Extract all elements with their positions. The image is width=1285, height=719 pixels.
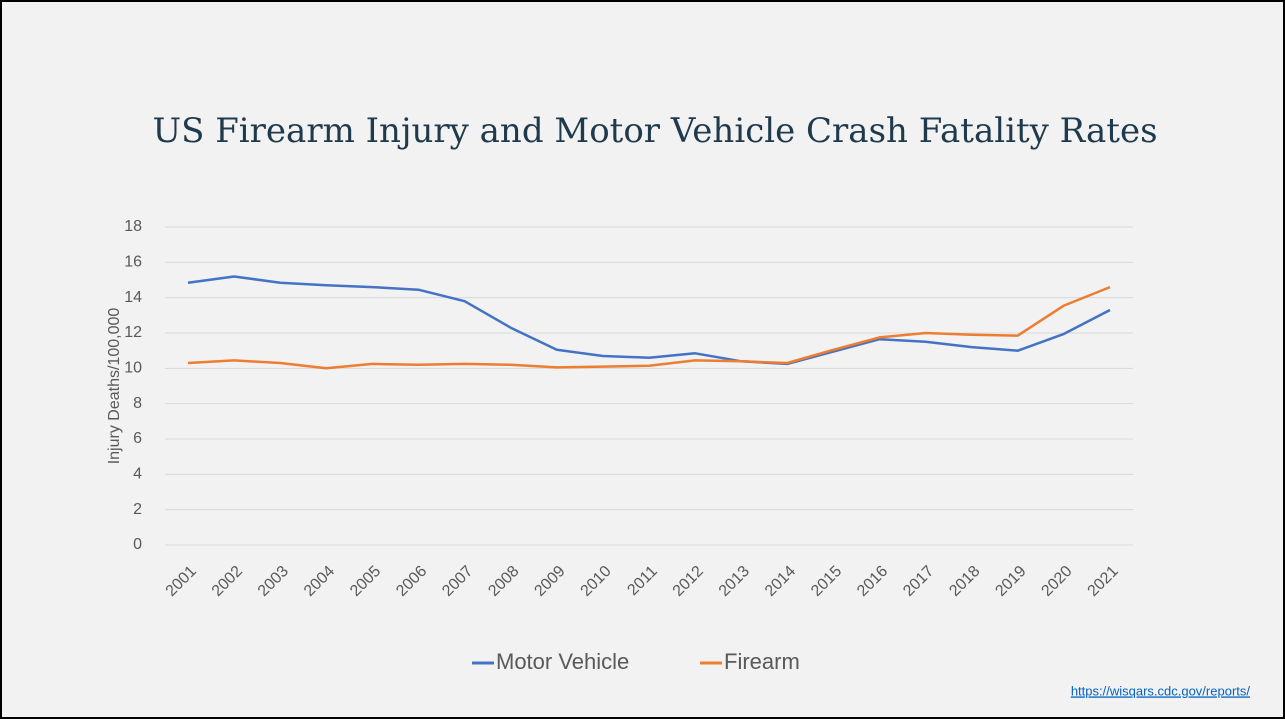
chart-title: US Firearm Injury and Motor Vehicle Cras… [152, 111, 1157, 151]
y-tick-label: 0 [133, 536, 142, 553]
y-tick-label: 8 [133, 395, 142, 412]
legend-label: Motor Vehicle [496, 649, 629, 674]
y-tick-label: 16 [124, 254, 142, 271]
y-tick-label: 10 [124, 360, 142, 377]
source-link[interactable]: https://wisqars.cdc.gov/reports/ [1071, 683, 1251, 698]
y-axis-label: Injury Deaths/100,000 [106, 308, 123, 465]
y-tick-label: 18 [124, 218, 142, 235]
source-link-text[interactable]: https://wisqars.cdc.gov/reports/ [1071, 683, 1251, 698]
y-tick-label: 2 [133, 501, 142, 518]
series-line [187, 275, 1111, 366]
y-tick-label: 14 [124, 289, 142, 306]
y-tick-label: 4 [133, 466, 142, 483]
series-line [187, 285, 1111, 370]
y-tick-label: 6 [133, 430, 142, 447]
y-tick-label: 12 [124, 324, 142, 341]
legend-label: Firearm [724, 649, 800, 674]
